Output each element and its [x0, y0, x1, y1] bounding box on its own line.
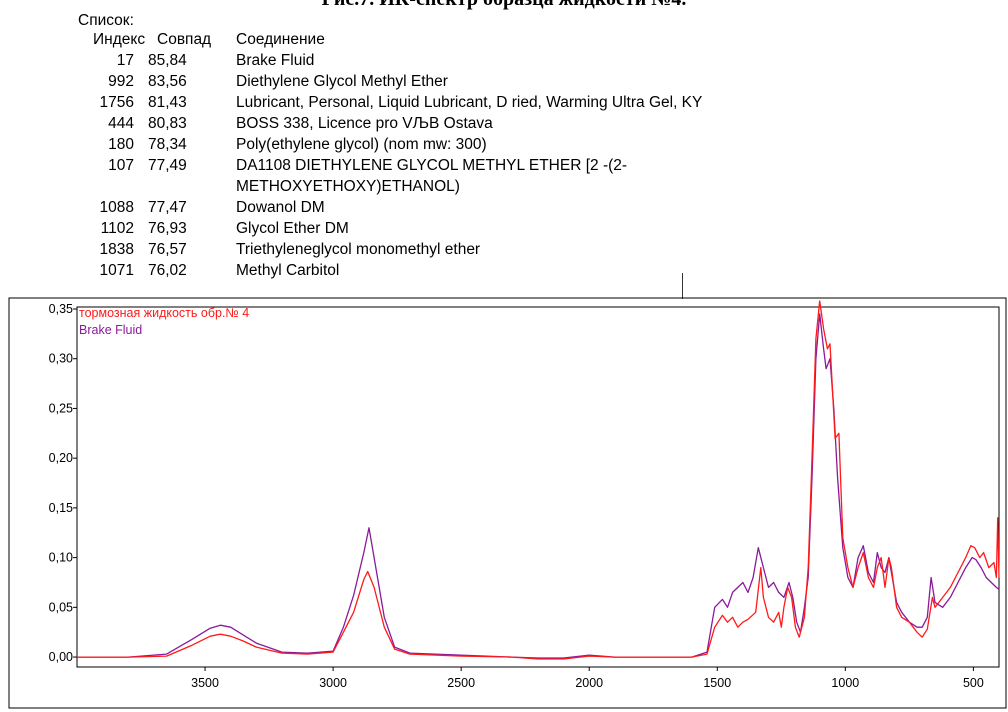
- x-tick-label: 500: [963, 676, 984, 690]
- row-match: 83,56: [148, 73, 187, 90]
- list-row: 107 77,49 DA1108 DIETHYLENE GLYCOL METHYL …: [78, 155, 838, 197]
- row-compound: DA1108 DIETHYLENE GLYCOL METHYL ETHER [2…: [236, 157, 628, 195]
- legend-entry: Brake Fluid: [79, 323, 142, 337]
- column-header-match: Совпад: [157, 31, 212, 48]
- row-index: 1088: [99, 199, 134, 216]
- column-header-compound: Соединение: [236, 31, 325, 48]
- row-compound: Lubricant, Personal, Liquid Lubricant, D…: [236, 94, 703, 111]
- cursor-line: [682, 273, 683, 299]
- row-index: 1071: [99, 262, 134, 279]
- x-tick-label: 3000: [319, 676, 347, 690]
- y-tick-label: 0,35: [49, 302, 73, 316]
- row-index: 992: [108, 73, 134, 90]
- legend-entry: тормозная жидкость обр.№ 4: [79, 306, 249, 320]
- row-compound: Dowanol DM: [236, 199, 325, 216]
- row-match: 80,83: [148, 115, 187, 132]
- row-compound: BOSS 338, Licence pro VЉB Ostava: [236, 115, 493, 132]
- y-tick-label: 0,25: [49, 401, 73, 415]
- chart-frame: [8, 297, 1007, 709]
- list-row: 17 85,84 Brake Fluid: [78, 50, 838, 71]
- row-match: 78,34: [148, 136, 187, 153]
- row-index: 107: [108, 157, 134, 174]
- row-match: 77,47: [148, 199, 187, 216]
- list-row: 444 80,83 BOSS 338, Licence pro VЉB Ostava: [78, 113, 838, 134]
- series-line-0: [77, 300, 1000, 660]
- list-row: 1102 76,93 Glycol Ether DM: [78, 218, 838, 239]
- list-row: 1088 77,47 Dowanol DM: [78, 197, 838, 218]
- y-tick-label: 0,15: [49, 501, 73, 515]
- x-tick-label: 2000: [575, 676, 603, 690]
- y-tick-label: 0,00: [49, 650, 73, 664]
- row-match: 85,84: [148, 52, 187, 69]
- list-row: 1756 81,43 Lubricant, Personal, Liquid Lub…: [78, 92, 838, 113]
- row-match: 81,43: [148, 94, 187, 111]
- row-match: 76,02: [148, 262, 187, 279]
- row-compound: Triethyleneglycol monomethyl ether: [236, 241, 481, 258]
- row-compound: Glycol Ether DM: [236, 220, 349, 237]
- list-header: Индекс Совпад Соединение: [78, 29, 778, 50]
- column-header-index: Индекс: [93, 31, 146, 48]
- list-rows: 17 85,84 Brake Fluid 992 83,56 Diethylene Gly…: [78, 50, 838, 281]
- x-tick-label: 3500: [191, 676, 219, 690]
- row-index: 1838: [99, 241, 134, 258]
- row-match: 77,49: [148, 157, 187, 174]
- row-compound: Methyl Carbitol: [236, 262, 340, 279]
- list-title: Список:: [78, 12, 134, 29]
- list-row: 992 83,56 Diethylene Glycol Methyl Ether: [78, 71, 838, 92]
- row-index: 17: [116, 52, 134, 69]
- list-row: 1838 76,57 Triethyleneglycol monomethyl et…: [78, 239, 838, 260]
- x-tick-label: 1000: [831, 676, 859, 690]
- list-row: 1071 76,02 Methyl Carbitol: [78, 260, 838, 281]
- row-compound: Brake Fluid: [236, 52, 315, 69]
- row-index: 180: [108, 136, 134, 153]
- list-row: 180 78,34 Poly(ethylene glycol) (nom mw: 3…: [78, 134, 838, 155]
- row-match: 76,93: [148, 220, 187, 237]
- row-match: 76,57: [148, 241, 187, 258]
- row-index: 1756: [99, 94, 134, 111]
- series-line-1: [77, 313, 1000, 659]
- row-compound: Diethylene Glycol Methyl Ether: [236, 73, 448, 90]
- y-tick-label: 0,10: [49, 551, 73, 565]
- y-tick-label: 0,30: [49, 352, 73, 366]
- row-compound: Poly(ethylene glycol) (nom mw: 300): [236, 136, 487, 153]
- y-tick-label: 0,05: [49, 600, 73, 614]
- row-index: 1102: [100, 220, 134, 237]
- x-tick-label: 2500: [447, 676, 475, 690]
- y-tick-label: 0,20: [49, 451, 73, 465]
- row-index: 444: [108, 115, 134, 132]
- figure-caption: Рис.7. ИК-спектр образца жидкости №4.: [0, 0, 1008, 10]
- plot-area: [76, 306, 1000, 668]
- x-tick-label: 1500: [703, 676, 731, 690]
